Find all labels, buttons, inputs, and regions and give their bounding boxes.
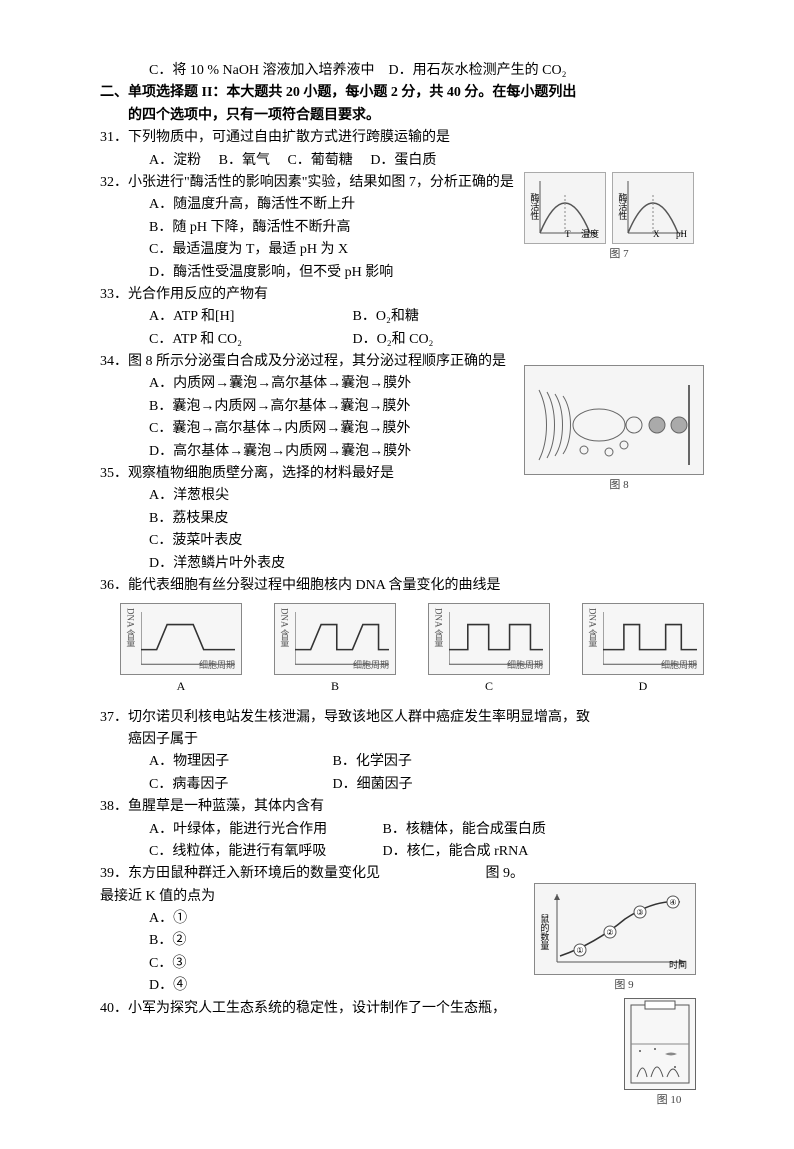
q31-a: A．淀粉 bbox=[149, 153, 201, 168]
fig7-right-y: 酶活性 bbox=[615, 193, 629, 220]
q33-c: C．ATP 和 CO₂ bbox=[149, 329, 349, 351]
q38-row1: A．叶绿体，能进行光合作用 B．核糖体，能合成蛋白质 bbox=[100, 819, 714, 841]
q32-c: C．最适温度为 T，最适 pH 为 X bbox=[100, 239, 524, 261]
q32-stem: 32．小张进行"酶活性的影响因素"实验，结果如图 7，分析正确的是 bbox=[100, 172, 524, 194]
q30-d: D．用石灰水检测产生的 CO₂ bbox=[389, 63, 567, 78]
figure-7: 酶活性 T 温度 酶活性 X pH bbox=[524, 172, 714, 244]
q31-options: A．淀粉 B．氧气 C．葡萄糖 D．蛋白质 bbox=[100, 150, 714, 172]
q31-stem: 31．下列物质中，可通过自由扩散方式进行跨膜运输的是 bbox=[100, 127, 714, 149]
q33-d: D．O₂和 CO₂ bbox=[353, 332, 434, 347]
q36-label-b: B bbox=[274, 677, 396, 696]
q33-row1: A．ATP 和[H] B．O₂和糖 bbox=[100, 306, 714, 328]
q38-stem: 38．鱼腥草是一种蓝藻，其体内含有 bbox=[100, 796, 714, 818]
q39-a: A．① bbox=[100, 908, 534, 930]
q37-c: C．病毒因子 bbox=[149, 774, 329, 796]
q39-c: C．③ bbox=[100, 953, 534, 975]
q38-d: D．核仁，能合成 rRNA bbox=[383, 844, 529, 859]
q35-b: B．荔枝果皮 bbox=[100, 508, 524, 530]
q35-a: A．洋葱根尖 bbox=[100, 485, 524, 507]
q37-a: A．物理因子 bbox=[149, 751, 329, 773]
q34-stem: 34．图 8 所示分泌蛋白合成及分泌过程，其分泌过程顺序正确的是 bbox=[100, 351, 524, 373]
q37-row2: C．病毒因子 D．细菌因子 bbox=[100, 774, 714, 796]
fig7-left-y: 酶活性 bbox=[527, 193, 541, 220]
svg-text:③: ③ bbox=[636, 908, 643, 917]
q35-d: D．洋葱鳞片叶外表皮 bbox=[100, 553, 714, 575]
q37-stem1: 37．切尔诺贝利核电站发生核泄漏，导致该地区人群中癌症发生率明显增高，致 bbox=[100, 707, 714, 729]
q30-c: C．将 10 % NaOH 溶液加入培养液中 bbox=[149, 63, 375, 78]
q37-b: B．化学因子 bbox=[333, 754, 412, 769]
fig7-left-mark: T bbox=[565, 227, 571, 241]
q34-c: C．囊泡→高尔基体→内质网→囊泡→膜外 bbox=[100, 418, 524, 440]
q36-chart-c: DNA 含量 细胞周期 bbox=[428, 603, 550, 675]
q38-c: C．线粒体，能进行有氧呼吸 bbox=[149, 841, 379, 863]
figure-10 bbox=[624, 998, 696, 1090]
svg-text:②: ② bbox=[606, 928, 613, 937]
q34-d: D．高尔基体→囊泡→内质网→囊泡→膜外 bbox=[100, 441, 524, 463]
q34-a: A．内质网→囊泡→高尔基体→囊泡→膜外 bbox=[100, 373, 524, 395]
q32-d: D．酶活性受温度影响，但不受 pH 影响 bbox=[100, 262, 524, 284]
q39-stem1: 39．东方田鼠种群迁入新环境后的数量变化见 图 9。 bbox=[100, 863, 534, 885]
q31-b: B．氧气 bbox=[219, 153, 270, 168]
q31-c: C．葡萄糖 bbox=[287, 153, 352, 168]
q36-charts: DNA 含量 4n2n 细胞周期 A DNA 含量 细胞周期 B DNA 含量 bbox=[120, 603, 704, 696]
q38-row2: C．线粒体，能进行有氧呼吸 D．核仁，能合成 rRNA bbox=[100, 841, 714, 863]
q37-row1: A．物理因子 B．化学因子 bbox=[100, 751, 714, 773]
fig8-caption: 图 8 bbox=[524, 477, 714, 495]
q36-label-a: A bbox=[120, 677, 242, 696]
q39-b: B．② bbox=[100, 930, 534, 952]
q36-chart-a: DNA 含量 4n2n 细胞周期 bbox=[120, 603, 242, 675]
q37-stem2: 癌因子属于 bbox=[100, 729, 714, 751]
q39-stem2: 最接近 K 值的点为 bbox=[100, 886, 534, 908]
figure-9: 鼠的数量 ① ② ③ ④ 时间 bbox=[534, 883, 696, 975]
q33-b: B．O₂和糖 bbox=[353, 309, 419, 324]
q40-stem: 40．小军为探究人工生态系统的稳定性，设计制作了一个生态瓶， bbox=[100, 998, 624, 1020]
svg-text:④: ④ bbox=[669, 898, 676, 907]
q36-label-d: D bbox=[582, 677, 704, 696]
q33-stem: 33．光合作用反应的产物有 bbox=[100, 284, 524, 306]
q32-b: B．随 pH 下降，酶活性不断升高 bbox=[100, 217, 524, 239]
q33-a: A．ATP 和[H] bbox=[149, 306, 349, 328]
fig7-left-x: 温度 bbox=[581, 227, 599, 241]
q36-label-c: C bbox=[428, 677, 550, 696]
q35-c: C．菠菜叶表皮 bbox=[100, 530, 714, 552]
q32-a: A．随温度升高，酶活性不断上升 bbox=[100, 194, 524, 216]
q36-chart-b: DNA 含量 细胞周期 bbox=[274, 603, 396, 675]
q30-options-cd: C．将 10 % NaOH 溶液加入培养液中 D．用石灰水检测产生的 CO₂ bbox=[100, 60, 714, 82]
fig7-right-mark: X bbox=[653, 227, 660, 241]
q36-stem: 36．能代表细胞有丝分裂过程中细胞核内 DNA 含量变化的曲线是 bbox=[100, 575, 714, 597]
svg-text:①: ① bbox=[576, 946, 583, 955]
q38-b: B．核糖体，能合成蛋白质 bbox=[383, 822, 546, 837]
fig7-caption: 图 7 bbox=[524, 246, 714, 264]
q38-a: A．叶绿体，能进行光合作用 bbox=[149, 819, 379, 841]
section2-title-line1: 二、单项选择题 II：本大题共 20 小题，每小题 2 分，共 40 分。在每小… bbox=[100, 82, 714, 104]
section2-title-line2: 的四个选项中，只有一项符合题目要求。 bbox=[100, 105, 714, 127]
q35-stem: 35．观察植物细胞质壁分离，选择的材料最好是 bbox=[100, 463, 524, 485]
fig10-caption: 图 10 bbox=[624, 1092, 714, 1110]
q39-d: D．④ bbox=[100, 975, 534, 997]
figure-8 bbox=[524, 365, 704, 475]
q31-d: D．蛋白质 bbox=[370, 153, 436, 168]
q36-chart-d: DNA 含量 细胞周期 bbox=[582, 603, 704, 675]
fig7-right-x: pH bbox=[676, 227, 687, 241]
q37-d: D．细菌因子 bbox=[333, 777, 413, 792]
q34-b: B．囊泡→内质网→高尔基体→囊泡→膜外 bbox=[100, 396, 524, 418]
fig9-caption: 图 9 bbox=[534, 977, 714, 995]
q33-row2: C．ATP 和 CO₂ D．O₂和 CO₂ bbox=[100, 329, 714, 351]
